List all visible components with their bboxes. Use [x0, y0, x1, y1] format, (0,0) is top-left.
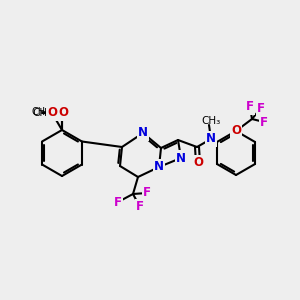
- Text: N: N: [176, 152, 186, 164]
- Text: O: O: [57, 106, 67, 118]
- Text: O: O: [58, 106, 68, 119]
- Text: CH₃: CH₃: [32, 107, 50, 117]
- Text: F: F: [143, 187, 151, 200]
- Text: CH₃: CH₃: [201, 116, 220, 126]
- Text: O: O: [231, 124, 241, 137]
- Text: N: N: [206, 133, 216, 146]
- Text: F: F: [260, 116, 268, 128]
- Text: O: O: [193, 157, 203, 169]
- Text: F: F: [257, 101, 265, 115]
- Text: F: F: [136, 200, 144, 214]
- Text: CH₃: CH₃: [32, 108, 52, 118]
- Text: N: N: [154, 160, 164, 173]
- Text: N: N: [138, 127, 148, 140]
- Text: F: F: [114, 196, 122, 208]
- Text: F: F: [246, 100, 254, 113]
- Text: O: O: [57, 106, 67, 119]
- Text: O: O: [47, 106, 57, 119]
